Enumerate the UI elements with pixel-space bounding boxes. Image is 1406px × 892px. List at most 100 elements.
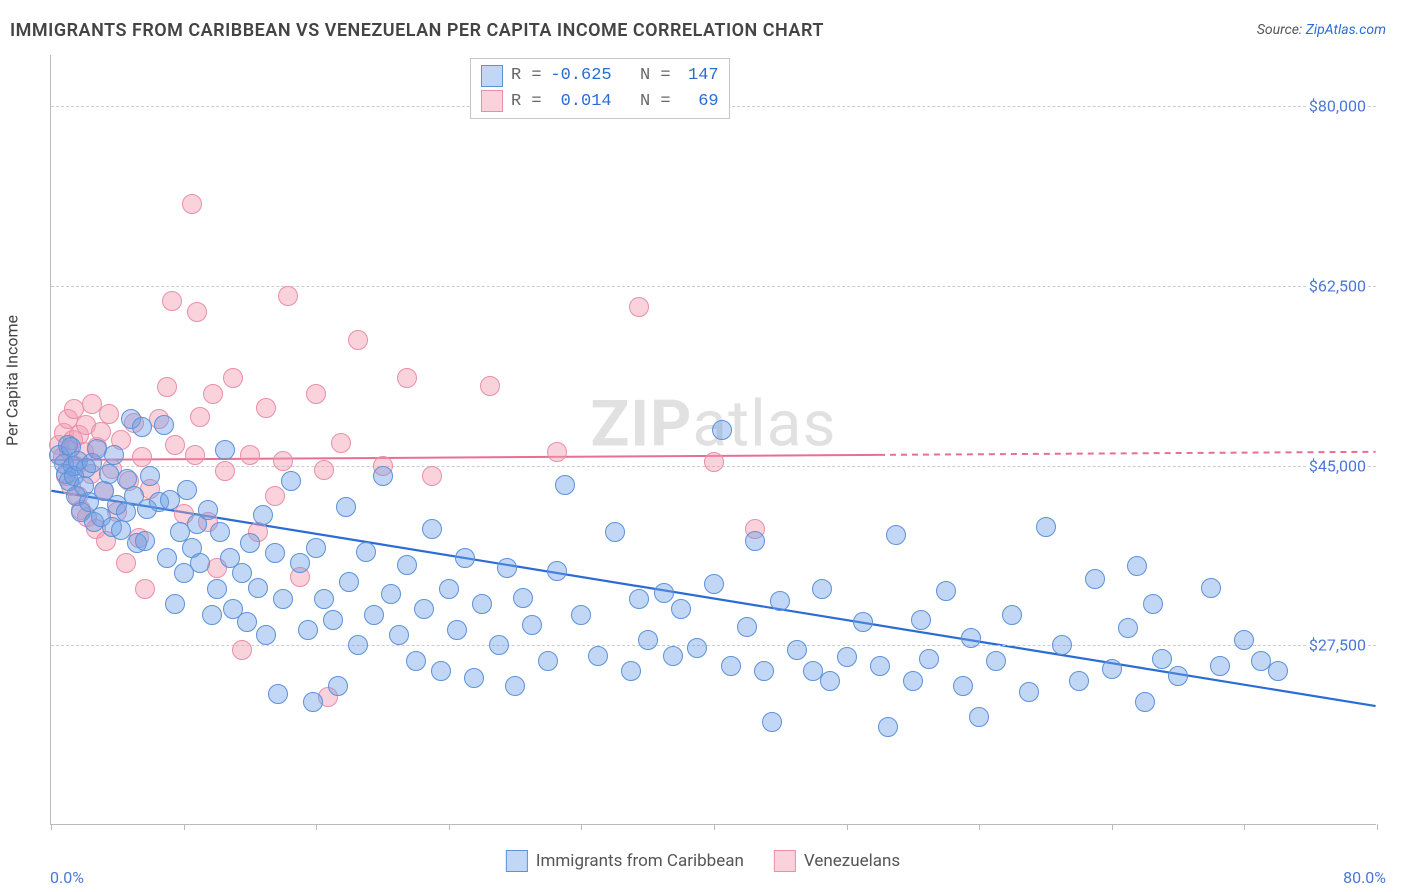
blue-point [198,500,218,520]
blue-point [886,525,906,545]
n-label: N = [620,89,671,115]
blue-point [721,656,741,676]
pink-point [256,398,276,418]
blue-point [290,553,310,573]
xtick [581,824,582,830]
blue-point [240,533,260,553]
blue-point [654,583,674,603]
blue-point [381,584,401,604]
pink-point [116,553,136,573]
blue-point [447,620,467,640]
blue-point [165,594,185,614]
blue-point [1085,569,1105,589]
blue-point [919,649,939,669]
pink-point [331,433,351,453]
blue-point [754,661,774,681]
blue-point [745,531,765,551]
blue-point [1135,692,1155,712]
blue-point [336,497,356,517]
r-label: R = [511,63,542,89]
pink-point [547,442,567,462]
swatch-blue [481,65,503,87]
blue-point [555,475,575,495]
blue-point [253,505,273,525]
blue-point [812,579,832,599]
pink-point [157,377,177,397]
xtick [316,824,317,830]
blue-point [820,671,840,691]
blue-point [464,668,484,688]
blue-point [232,563,252,583]
blue-point [323,610,343,630]
blue-point [472,594,492,614]
xtick [979,824,980,830]
r-value-blue: -0.625 [550,63,612,89]
pink-point [314,460,334,480]
blue-point [373,466,393,486]
pink-point [132,447,152,467]
n-value-pink: 69 [679,89,719,115]
blue-point [273,589,293,609]
ytick-label: $27,500 [1307,636,1368,655]
blue-point [704,574,724,594]
blue-point [154,415,174,435]
source-value: ZipAtlas.com [1306,22,1386,38]
blue-point [431,661,451,681]
stats-row-blue: R = -0.625 N = 147 [481,63,719,89]
blue-point [1168,666,1188,686]
pink-point [480,376,500,396]
blue-point [1268,661,1288,681]
blue-point [870,656,890,676]
xtick [714,824,715,830]
blue-point [513,588,533,608]
pink-point [182,194,202,214]
x-max-label: 80.0% [1343,868,1386,887]
blue-point [489,635,509,655]
pink-point [348,330,368,350]
blue-point [99,464,119,484]
pink-point [135,579,155,599]
blue-point [265,543,285,563]
blue-point [1069,671,1089,691]
blue-point [1052,635,1072,655]
blue-point [671,599,691,619]
blue-point [177,480,197,500]
blue-point [268,684,288,704]
blue-point [132,417,152,437]
blue-point [638,630,658,650]
source-label: Source: [1257,22,1306,38]
pink-point [99,404,119,424]
blue-point [303,692,323,712]
swatch-pink [481,90,503,112]
blue-point [439,579,459,599]
pink-point [240,445,260,465]
blue-point [190,553,210,573]
legend-label-pink: Venezuelans [804,851,900,871]
blue-point [1019,682,1039,702]
xtick [449,824,450,830]
blue-point [1210,656,1230,676]
blue-point [1002,605,1022,625]
blue-point [328,676,348,696]
blue-point [140,466,160,486]
ytick-label: $62,500 [1307,277,1368,296]
pink-point [306,384,326,404]
blue-point [406,651,426,671]
blue-point [1102,659,1122,679]
blue-point [961,628,981,648]
stats-row-pink: R = 0.014 N = 69 [481,89,719,115]
blue-point [712,420,732,440]
blue-point [1036,517,1056,537]
blue-point [547,561,567,581]
blue-point [298,620,318,640]
blue-point [621,661,641,681]
source-attribution: Source: ZipAtlas.com [1257,22,1386,38]
xtick [51,824,52,830]
n-value-blue: 147 [679,63,719,89]
blue-point [339,572,359,592]
blue-point [306,538,326,558]
stats-legend: R = -0.625 N = 147 R = 0.014 N = 69 [470,58,730,119]
pink-point [397,368,417,388]
xtick [1244,824,1245,830]
blue-point [414,599,434,619]
